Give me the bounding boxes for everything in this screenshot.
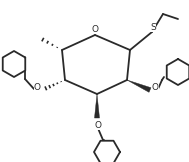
Polygon shape xyxy=(127,80,151,92)
Polygon shape xyxy=(94,94,99,118)
Text: O: O xyxy=(94,121,101,129)
Text: O: O xyxy=(33,82,40,92)
Text: O: O xyxy=(152,82,159,92)
Text: S: S xyxy=(150,23,156,31)
Text: O: O xyxy=(91,24,98,34)
